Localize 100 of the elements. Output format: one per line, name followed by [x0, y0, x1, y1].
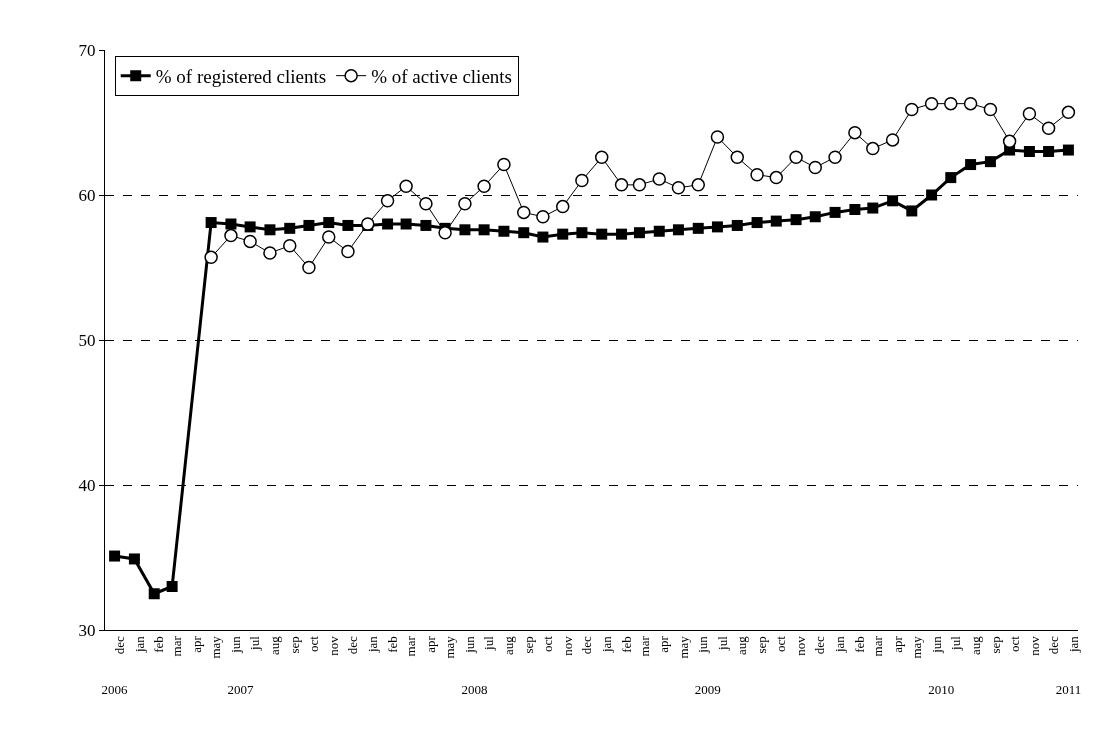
x2-tick-label: 2010 [928, 682, 955, 697]
x2-tick-label: 2007 [227, 682, 255, 697]
x-tick-label: dec [111, 635, 127, 655]
point [244, 221, 256, 233]
point [750, 167, 764, 182]
x-tick-label: nov [325, 635, 341, 656]
x-tick-label: jul [481, 635, 497, 651]
point [731, 219, 743, 231]
point [477, 179, 491, 194]
point [459, 224, 471, 236]
point [1041, 121, 1056, 136]
x-tick-label: jul [948, 635, 964, 651]
point [926, 189, 938, 201]
point [672, 224, 684, 236]
x-tick-label: jan [1065, 635, 1081, 654]
point [517, 205, 531, 220]
point [828, 150, 842, 165]
point [284, 222, 296, 234]
point [829, 206, 841, 218]
x-tick-label: oct [306, 635, 322, 653]
point [984, 156, 996, 168]
x-tick-label: jun [228, 635, 244, 654]
x-tick-label: sep [754, 636, 770, 654]
point [1023, 146, 1035, 157]
x-tick-label: sep [286, 636, 302, 654]
x-tick-label: jul [714, 635, 730, 651]
point [885, 133, 900, 147]
point [614, 178, 629, 192]
point [808, 160, 822, 175]
x-tick-label: may [909, 635, 925, 659]
point [596, 228, 608, 240]
point [751, 217, 763, 229]
x-tick-label: jul [247, 635, 263, 651]
point [537, 231, 549, 243]
point [944, 96, 958, 111]
x-tick-label: apr [889, 635, 905, 653]
point [166, 581, 178, 592]
y-tick-label: 60 [78, 185, 96, 205]
point [399, 179, 413, 194]
x-tick-label: feb [384, 636, 400, 653]
point [1002, 134, 1017, 149]
x-tick-label: nov [1026, 635, 1042, 656]
x-tick-label: jan [832, 635, 848, 654]
point [557, 228, 569, 240]
point [849, 204, 861, 215]
point [342, 219, 354, 231]
point [497, 157, 511, 172]
x-tick-label: feb [852, 636, 868, 653]
point [1062, 144, 1074, 156]
x-tick-label: jan [364, 635, 380, 654]
x-tick-label: dec [345, 635, 361, 655]
point [380, 194, 395, 208]
point [653, 225, 665, 237]
x-tick-label: dec [1045, 635, 1061, 655]
y-tick-label: 50 [78, 330, 96, 350]
point [633, 227, 645, 239]
point [400, 218, 412, 230]
legend-label: % of registered clients [155, 66, 327, 88]
x2-tick-label: 2006 [101, 682, 129, 697]
x-tick-label: oct [1006, 635, 1022, 653]
point [887, 195, 899, 207]
point [730, 150, 745, 165]
point [963, 96, 978, 111]
point [692, 222, 704, 234]
x-tick-label: jun [462, 635, 478, 654]
point [983, 102, 998, 117]
x-tick-label: oct [773, 635, 789, 653]
y-tick-label: 40 [78, 475, 96, 495]
point [303, 219, 315, 231]
point [924, 96, 939, 111]
point [671, 181, 686, 195]
point [866, 141, 880, 156]
y-tick-label: 30 [78, 620, 96, 640]
x-tick-label: mar [169, 635, 185, 657]
point [225, 218, 237, 230]
point [1043, 146, 1055, 157]
point [789, 150, 803, 165]
x-tick-label: jan [131, 635, 147, 654]
x-tick-label: nov [793, 635, 809, 656]
point [945, 172, 957, 184]
x-tick-label: jun [928, 635, 944, 654]
x-tick-label: feb [618, 636, 634, 653]
x-tick-label: apr [423, 635, 439, 653]
point [302, 260, 316, 275]
point [322, 230, 336, 244]
x-tick-label: apr [189, 635, 205, 653]
x-tick-label: mar [870, 635, 886, 657]
point [652, 172, 667, 186]
x-tick-label: dec [812, 635, 828, 655]
point [341, 244, 355, 259]
point [848, 125, 862, 140]
point [790, 214, 802, 226]
x-tick-label: aug [267, 635, 283, 655]
point [420, 219, 432, 231]
point [711, 221, 723, 233]
point [283, 239, 297, 253]
point [148, 588, 160, 600]
point [809, 211, 821, 223]
point [128, 553, 140, 565]
x-tick-label: may [208, 635, 224, 659]
